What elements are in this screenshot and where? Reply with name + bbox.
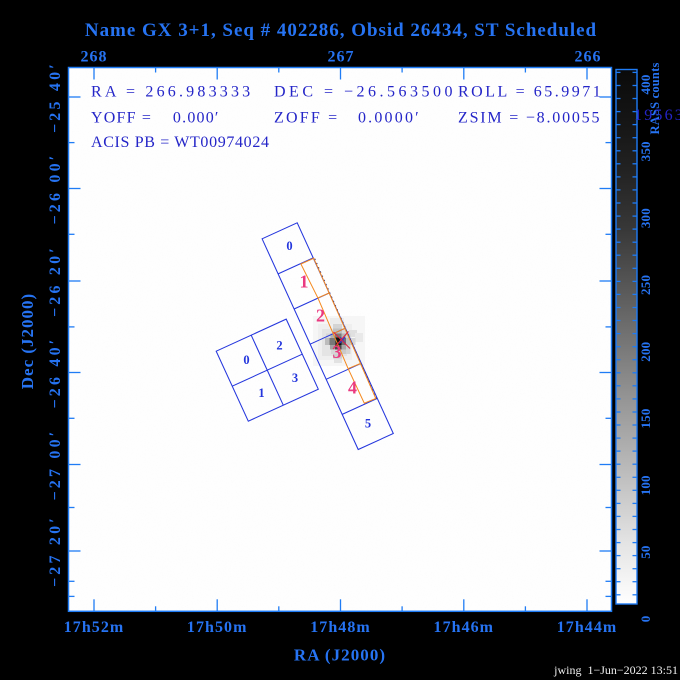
- svg-text:350: 350: [638, 141, 653, 161]
- svg-text:RASS counts: RASS counts: [648, 62, 662, 134]
- svg-text:−26 00′: −26 00′: [47, 152, 64, 224]
- svg-text:268: 268: [81, 49, 108, 66]
- svg-text:300: 300: [638, 208, 653, 228]
- svg-text:DEC = −26.563500: DEC = −26.563500: [274, 84, 456, 101]
- svg-text:−27 00′: −27 00′: [47, 428, 64, 500]
- svg-text:RA = 266.983333: RA = 266.983333: [91, 84, 253, 101]
- svg-text:200: 200: [638, 342, 653, 362]
- svg-text:150: 150: [638, 408, 653, 428]
- svg-text:−27 20′: −27 20′: [47, 515, 64, 587]
- svg-text:Dec (J2000): Dec (J2000): [18, 293, 37, 389]
- svg-text:ZOFF = 0.0000′: ZOFF = 0.0000′: [274, 109, 421, 126]
- svg-text:ACIS PB = WT00974024: ACIS PB = WT00974024: [91, 134, 270, 151]
- svg-text:4: 4: [348, 377, 357, 397]
- svg-text:400: 400: [638, 74, 653, 94]
- svg-text:266: 266: [575, 49, 602, 66]
- svg-text:YOFF = 0.000′: YOFF = 0.000′: [91, 109, 220, 126]
- svg-text:0: 0: [286, 239, 292, 253]
- svg-text:17h46m: 17h46m: [434, 619, 495, 636]
- svg-text:1: 1: [258, 386, 264, 400]
- svg-text:−25 40′: −25 40′: [47, 61, 64, 133]
- svg-text:−26 40′: −26 40′: [47, 336, 64, 408]
- svg-text:17h48m: 17h48m: [310, 619, 371, 636]
- svg-text:ROLL = 65.9971: ROLL = 65.9971: [458, 84, 603, 101]
- svg-text:3: 3: [292, 371, 298, 385]
- svg-text:100: 100: [638, 475, 653, 495]
- svg-text:5: 5: [365, 417, 371, 431]
- svg-text:50: 50: [638, 545, 653, 558]
- svg-text:−26 20′: −26 20′: [47, 245, 64, 317]
- svg-text:2: 2: [316, 305, 325, 325]
- svg-text:2: 2: [276, 339, 282, 353]
- svg-text:3: 3: [333, 342, 342, 362]
- svg-text:jwing 1−Jun−2022 13:51: jwing 1−Jun−2022 13:51: [553, 663, 678, 677]
- svg-text:267: 267: [328, 49, 355, 66]
- svg-text:0: 0: [243, 353, 249, 367]
- svg-text:17h44m: 17h44m: [557, 619, 618, 636]
- svg-text:19563: 19563: [634, 107, 680, 124]
- svg-text:17h52m: 17h52m: [64, 619, 125, 636]
- svg-text:17h50m: 17h50m: [187, 619, 248, 636]
- svg-text:250: 250: [638, 275, 653, 295]
- svg-text:ZSIM = −8.00055: ZSIM = −8.00055: [458, 109, 601, 126]
- svg-text:1: 1: [300, 272, 309, 292]
- svg-text:0: 0: [638, 616, 653, 623]
- svg-text:Name GX 3+1, Seq # 402286, Obs: Name GX 3+1, Seq # 402286, Obsid 26434, …: [85, 20, 597, 41]
- svg-text:RA (J2000): RA (J2000): [294, 646, 386, 665]
